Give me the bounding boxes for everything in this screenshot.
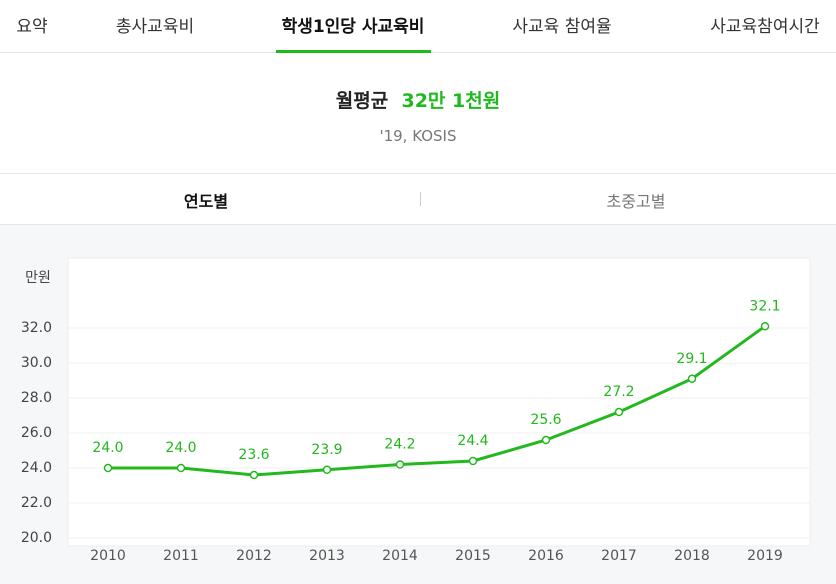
- value-label: 24.0: [92, 440, 123, 456]
- summary-label: 월평균: [335, 90, 389, 112]
- point: [468, 456, 478, 466]
- value-label: 32.1: [749, 298, 780, 314]
- x-tick-label: 2017: [601, 548, 637, 564]
- sub-tab[interactable]: 연도별: [183, 192, 229, 211]
- summary-value: 32만 1천원: [401, 90, 501, 112]
- value-label: 24.2: [384, 437, 415, 453]
- x-tick-label: 2016: [528, 548, 564, 564]
- value-label: 23.6: [238, 447, 269, 463]
- divider: [0, 173, 836, 174]
- y-tick-label: 22.0: [21, 495, 52, 511]
- x-tick-label: 2012: [236, 548, 272, 564]
- y-tick-label: 20.0: [21, 530, 52, 546]
- value-label: 24.4: [457, 433, 488, 449]
- summary: 월평균 32만 1천원: [0, 86, 836, 113]
- tab[interactable]: 총사교육비: [115, 17, 195, 37]
- value-label: 24.0: [165, 440, 196, 456]
- value-label: 29.1: [676, 351, 707, 367]
- y-tick-label: 32.0: [21, 320, 52, 336]
- divider: [0, 224, 836, 225]
- y-tick-label: 26.0: [21, 425, 52, 441]
- source: '19, KOSIS: [379, 127, 457, 145]
- tab[interactable]: 사교육참여시간: [710, 17, 820, 37]
- plot-area: [67, 257, 811, 547]
- point: [687, 374, 697, 383]
- point: [760, 322, 770, 331]
- x-tick-label: 2010: [90, 548, 126, 564]
- active-tab-underline: [275, 50, 431, 53]
- y-tick-label: 28.0: [21, 390, 52, 406]
- value-label: 27.2: [603, 384, 634, 400]
- x-tick-label: 2011: [163, 548, 199, 564]
- value-label: 25.6: [530, 412, 561, 428]
- tab[interactable]: 학생1인당 사교육비: [281, 17, 425, 37]
- y-unit: 만원: [25, 270, 51, 286]
- tab[interactable]: 요약: [16, 17, 48, 37]
- separator: [420, 192, 421, 206]
- y-tick-label: 24.0: [21, 460, 52, 476]
- x-tick-label: 2014: [382, 548, 418, 564]
- point: [395, 460, 405, 469]
- x-tick-label: 2018: [674, 548, 710, 564]
- tab[interactable]: 사교육 참여율: [512, 17, 612, 37]
- x-tick-label: 2019: [747, 548, 783, 564]
- x-tick-label: 2013: [309, 548, 345, 564]
- point: [176, 463, 186, 473]
- sub-tab[interactable]: 초중고별: [606, 192, 666, 211]
- y-tick-label: 30.0: [21, 355, 52, 371]
- point: [103, 463, 113, 473]
- x-tick-label: 2015: [455, 548, 491, 564]
- point: [322, 465, 332, 474]
- point: [541, 435, 551, 445]
- point: [614, 407, 624, 417]
- value-label: 23.9: [311, 442, 342, 458]
- point: [249, 470, 259, 480]
- line: [108, 325, 766, 477]
